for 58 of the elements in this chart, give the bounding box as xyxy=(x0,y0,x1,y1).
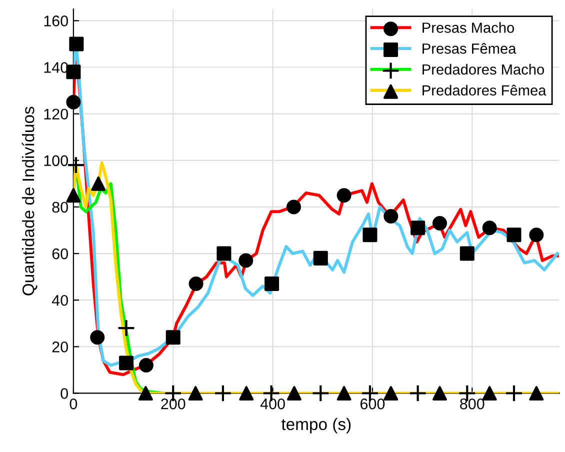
point xyxy=(408,384,427,402)
legend-label: Predadores Fêmea xyxy=(422,84,546,96)
point xyxy=(214,384,232,402)
point xyxy=(336,188,352,203)
y-tick-label: 40 xyxy=(52,294,68,306)
point xyxy=(239,386,254,400)
point xyxy=(384,386,398,400)
y-tick-label: 120 xyxy=(44,108,68,120)
legend-label: Presas Fêmea xyxy=(422,43,516,54)
x-axis-title: tempo (s) xyxy=(281,418,351,434)
y-tick-label: 0 xyxy=(60,388,68,399)
x-tick-label: 800 xyxy=(460,398,484,410)
point xyxy=(384,209,398,224)
x-tick-label: 600 xyxy=(360,398,385,410)
point xyxy=(138,386,153,400)
point xyxy=(460,246,474,261)
point xyxy=(69,36,84,52)
point xyxy=(188,386,203,400)
point xyxy=(362,228,378,242)
y-tick-label: 100 xyxy=(44,155,68,166)
point xyxy=(286,386,302,400)
point xyxy=(216,246,232,261)
point xyxy=(238,253,254,268)
point xyxy=(432,216,447,231)
point xyxy=(286,200,301,214)
point xyxy=(119,356,134,370)
y-tick-label: 160 xyxy=(44,16,68,26)
point xyxy=(117,319,136,338)
point xyxy=(188,276,204,292)
y-tick-label: 80 xyxy=(52,202,68,213)
point xyxy=(138,358,154,373)
x-tick-label: 200 xyxy=(161,398,186,410)
point xyxy=(529,386,544,400)
point xyxy=(66,64,81,80)
point xyxy=(482,386,497,400)
point xyxy=(506,228,522,242)
point xyxy=(66,156,85,174)
y-tick-label: 20 xyxy=(52,342,68,352)
y-axis-title: Quantidade de Indivíduos xyxy=(22,106,38,296)
point xyxy=(264,276,280,292)
x-tick-label: 0 xyxy=(70,398,78,410)
point xyxy=(432,386,447,400)
point xyxy=(313,250,328,266)
point xyxy=(312,384,330,402)
point xyxy=(505,384,523,402)
point xyxy=(66,94,81,110)
legend-label: Presas Macho xyxy=(422,22,514,33)
point xyxy=(336,386,352,400)
legend-label: Predadores Macho xyxy=(422,64,544,75)
point xyxy=(529,228,544,242)
point xyxy=(66,188,81,203)
point xyxy=(410,220,426,236)
y-tick-label: 60 xyxy=(52,248,68,260)
point xyxy=(91,176,106,191)
point xyxy=(166,330,180,345)
point xyxy=(90,330,105,345)
x-tick-label: 400 xyxy=(260,398,285,410)
point xyxy=(482,220,497,236)
